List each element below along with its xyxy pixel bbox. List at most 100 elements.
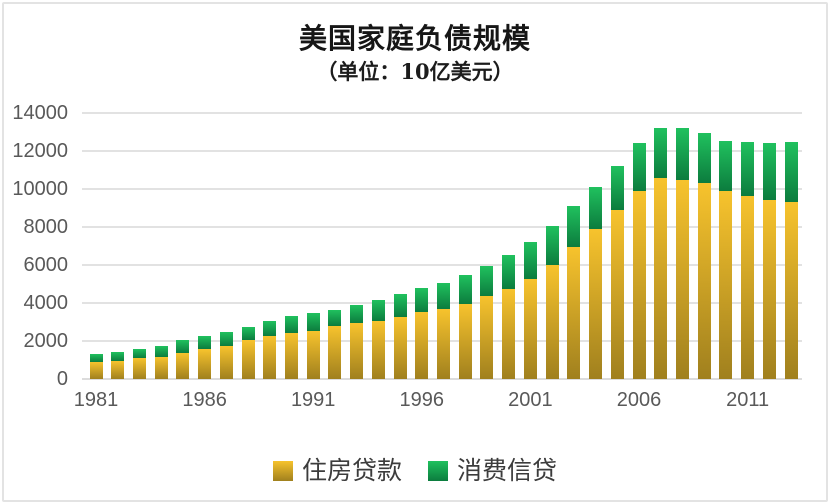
housing-segment-1989 <box>263 336 277 379</box>
consumer-segment-1987 <box>219 331 233 346</box>
bar-2002 <box>545 226 559 379</box>
gridline-0 <box>82 378 802 380</box>
bar-2013 <box>784 141 798 379</box>
gridline-6000 <box>82 264 802 266</box>
chart-title: 美国家庭负债规模 <box>298 22 531 55</box>
bar-1993 <box>350 305 364 379</box>
legend-label-consumer: 消费信贷 <box>457 456 558 485</box>
consumer-segment-1986 <box>198 335 212 349</box>
y-tick-label: 6000 <box>23 254 69 276</box>
y-tick-label: 2000 <box>23 330 69 352</box>
bar-1987 <box>219 331 233 379</box>
housing-segment-1987 <box>219 345 233 379</box>
bar-2010 <box>719 141 733 379</box>
bar-2009 <box>697 132 711 379</box>
consumer-segment-1981 <box>89 353 103 362</box>
bar-1983 <box>132 349 146 379</box>
housing-segment-1982 <box>111 360 125 379</box>
bar-2004 <box>589 186 603 379</box>
consumer-segment-2000 <box>502 254 516 289</box>
bar-1984 <box>154 345 168 379</box>
housing-segment-1986 <box>198 348 212 379</box>
consumer-segment-1995 <box>393 293 407 318</box>
plot-area <box>82 112 802 380</box>
x-tick-label-2011: 2011 <box>726 389 770 411</box>
consumer-segment-1993 <box>350 305 364 324</box>
chart-subtitle: （单位：10亿美元） <box>316 59 514 84</box>
consumer-segment-2012 <box>762 143 776 201</box>
consumer-segment-2007 <box>654 127 668 178</box>
bar-1992 <box>328 309 342 379</box>
consumer-segment-1990 <box>284 316 298 333</box>
consumer-segment-1984 <box>154 345 168 357</box>
y-tick-label: 0 <box>56 368 68 390</box>
housing-segment-2013 <box>784 201 798 379</box>
bar-2000 <box>502 254 516 379</box>
consumer-segment-2002 <box>545 226 559 265</box>
consumer-segment-2004 <box>589 186 603 230</box>
housing-segment-1995 <box>393 317 407 379</box>
bar-1994 <box>371 299 385 379</box>
housing-segment-1990 <box>284 332 298 379</box>
consumer-segment-2011 <box>741 142 755 197</box>
housing-segment-2010 <box>719 191 733 379</box>
bar-1997 <box>437 283 451 379</box>
consumer-segment-1991 <box>306 312 320 331</box>
housing-segment-2004 <box>589 229 603 379</box>
consumer-segment-1992 <box>328 309 342 326</box>
housing-segment-2002 <box>545 265 559 379</box>
x-tick-label-1986: 1986 <box>182 389 227 411</box>
consumer-segment-2008 <box>675 127 689 181</box>
bar-1985 <box>176 340 190 379</box>
housing-segment-1981 <box>89 361 103 379</box>
consumer-credit-swatch-icon <box>428 461 448 481</box>
bar-1986 <box>198 335 212 379</box>
bar-2006 <box>632 143 646 379</box>
x-tick-label-1991: 1991 <box>290 389 336 411</box>
housing-segment-2001 <box>523 278 537 379</box>
housing-segment-1984 <box>154 356 168 379</box>
housing-segment-2000 <box>502 288 516 379</box>
housing-segment-1997 <box>437 308 451 379</box>
bar-2001 <box>523 242 537 379</box>
consumer-segment-1988 <box>241 326 255 340</box>
consumer-segment-2010 <box>719 141 733 192</box>
consumer-segment-1999 <box>480 265 494 296</box>
bar-2011 <box>741 142 755 379</box>
consumer-segment-2009 <box>697 132 711 183</box>
housing-segment-2007 <box>654 177 668 379</box>
housing-segment-2005 <box>610 209 624 379</box>
consumer-segment-1983 <box>132 349 146 359</box>
legend-item-consumer: 消费信贷 <box>428 457 557 485</box>
x-tick-label-1981: 1981 <box>73 389 119 411</box>
bar-2012 <box>762 143 776 379</box>
legend-label-housing: 住房贷款 <box>301 456 402 485</box>
bar-2007 <box>654 127 668 379</box>
gridline-8000 <box>82 226 802 228</box>
consumer-segment-1989 <box>263 320 277 337</box>
bar-1991 <box>306 312 320 379</box>
x-tick-label-2006: 2006 <box>616 389 662 411</box>
bar-2005 <box>610 165 624 379</box>
x-tick-label-2001: 2001 <box>508 389 553 411</box>
housing-segment-1993 <box>350 323 364 379</box>
housing-loan-swatch-icon <box>272 461 293 481</box>
y-tick-label: 8000 <box>23 216 69 238</box>
consumer-segment-2005 <box>610 165 624 210</box>
x-tick-label-1996: 1996 <box>399 389 445 411</box>
bar-2003 <box>567 206 581 379</box>
bar-1990 <box>284 316 298 379</box>
consumer-segment-1997 <box>437 283 451 309</box>
gridline-12000 <box>82 150 802 152</box>
housing-segment-2012 <box>762 200 776 379</box>
gridline-14000 <box>82 112 802 114</box>
housing-segment-2009 <box>697 182 711 379</box>
consumer-segment-1994 <box>371 299 385 322</box>
consumer-segment-1998 <box>458 275 472 305</box>
housing-segment-1983 <box>132 358 146 379</box>
housing-segment-2003 <box>567 247 581 379</box>
housing-segment-1991 <box>306 330 320 379</box>
housing-segment-1999 <box>480 295 494 379</box>
bar-1981 <box>89 353 103 379</box>
housing-segment-2011 <box>741 196 755 379</box>
